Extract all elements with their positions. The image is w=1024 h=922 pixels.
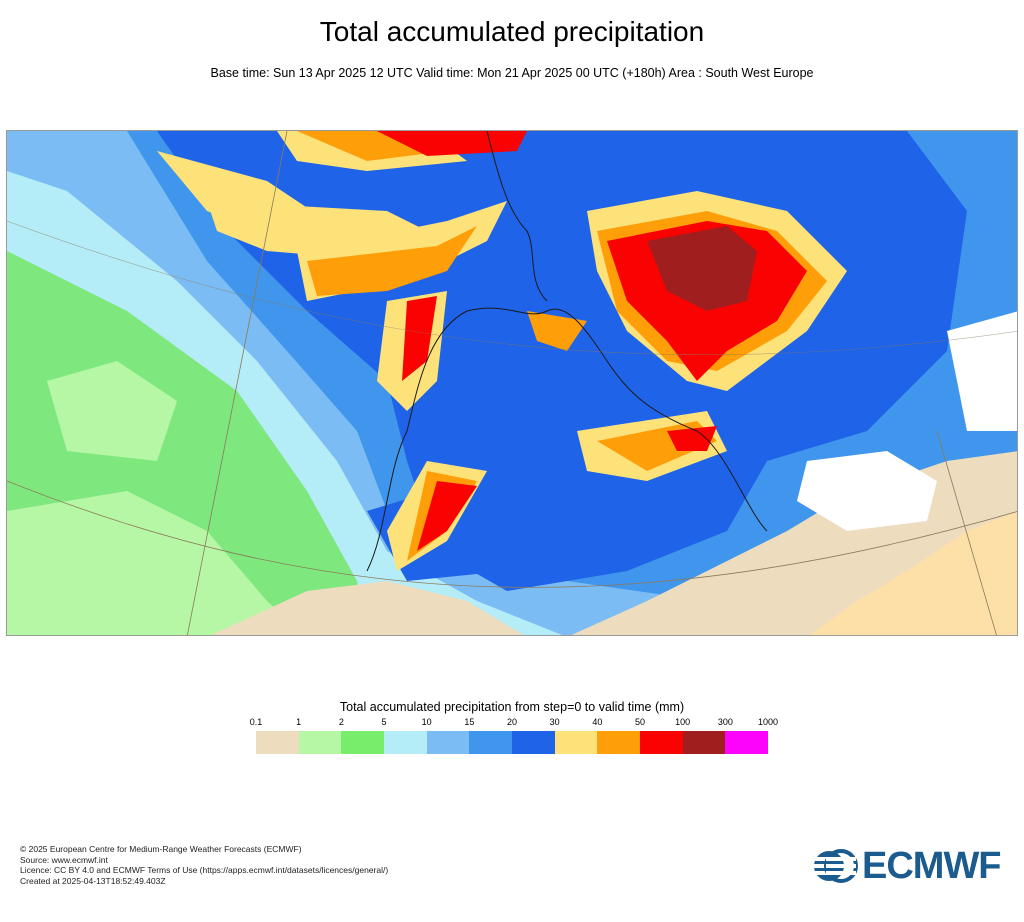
precipitation-map — [6, 130, 1018, 636]
logo-text: ECMWF — [862, 844, 1002, 887]
graticule-line — [936, 430, 997, 635]
legend-tick-label: 30 — [549, 717, 560, 727]
legend-swatch — [682, 731, 726, 754]
rain-50-100-area — [377, 131, 527, 156]
legend-swatch — [554, 731, 598, 754]
legend-tick-label: 10 — [421, 717, 432, 727]
legend-swatch — [256, 731, 299, 754]
no-rain-area — [947, 311, 1017, 431]
legend-tick-label: 300 — [717, 717, 733, 727]
rain-40-50-area — [527, 311, 587, 351]
coastline — [366, 307, 768, 572]
legend-tick-label: 100 — [675, 717, 691, 727]
rain-50-100-area — [417, 481, 477, 551]
light-rain-area — [47, 361, 177, 461]
footer: © 2025 European Centre for Medium-Range … — [20, 844, 388, 886]
copyright-text: © 2025 European Centre for Medium-Range … — [20, 844, 302, 854]
graticule-line — [7, 480, 1017, 588]
legend-swatch — [298, 731, 342, 754]
created-text: Created at 2025-04-13T18:52:49.403Z — [20, 875, 166, 886]
legend-colorbar — [256, 731, 769, 754]
rain-50-100-area — [667, 426, 717, 451]
rain-50-100-area — [402, 296, 437, 381]
ecmwf-logo-icon — [814, 849, 858, 883]
rain-40-50-area — [307, 226, 477, 296]
legend-tick-label: 2 — [338, 717, 344, 727]
licence-text: Licence: CC BY 4.0 and ECMWF Terms of Us… — [20, 865, 389, 875]
light-rain-area — [7, 491, 305, 635]
map-subtitle: Base time: Sun 13 Apr 2025 12 UTC Valid … — [210, 66, 814, 80]
legend-swatch — [725, 731, 769, 754]
legend-title: Total accumulated precipitation from ste… — [339, 700, 685, 714]
legend-tick-label: 1 — [296, 717, 302, 727]
legend-swatch — [640, 731, 683, 754]
rain-100-300-area — [647, 226, 757, 311]
legend-swatch — [341, 731, 385, 754]
legend-tick-label: 1000 — [757, 717, 779, 727]
legend-tick-label: 0.1 — [249, 717, 263, 727]
coastline — [486, 131, 548, 302]
no-rain-area — [797, 451, 937, 531]
no-rain-area — [809, 511, 1017, 635]
legend-ticks: 0.1 1 2 5 10 15 20 30 40 50 100 300 1000 — [240, 717, 800, 729]
legend-tick-label: 50 — [634, 717, 646, 727]
legend-tick-label: 15 — [464, 717, 475, 727]
legend-swatch — [469, 731, 513, 754]
ecmwf-logo: ECMWF — [812, 844, 1012, 888]
map-title: Total accumulated precipitation — [319, 16, 705, 47]
graticule-line — [7, 220, 1017, 356]
legend-swatch — [512, 731, 555, 754]
dry-land-area — [211, 581, 524, 635]
legend-tick-label: 20 — [506, 717, 518, 727]
legend-tick-label: 5 — [381, 717, 387, 727]
legend-tick-label: 40 — [592, 717, 603, 727]
map-canvas — [7, 131, 1017, 635]
source-text: Source: www.ecmwf.int — [20, 854, 108, 865]
graticule-line — [186, 131, 288, 635]
legend-swatch — [597, 731, 641, 754]
legend-swatch — [384, 731, 427, 754]
legend-swatch — [426, 731, 470, 754]
